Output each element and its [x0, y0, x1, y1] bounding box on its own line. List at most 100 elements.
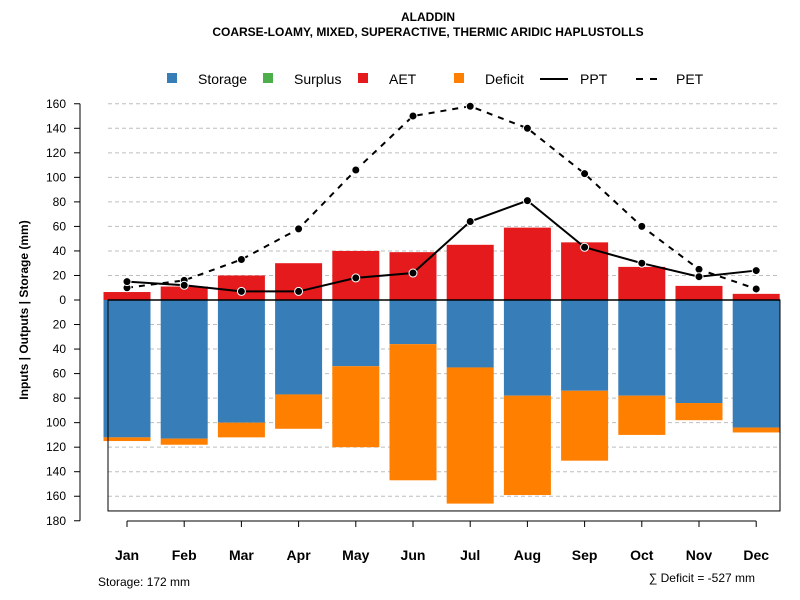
- x-tick-label: Mar: [229, 547, 254, 563]
- pet-point: [637, 221, 647, 231]
- storage-bar: [561, 300, 609, 391]
- deficit-bar: [217, 422, 265, 438]
- ppt-point: [465, 217, 475, 227]
- x-tick-label: Oct: [630, 547, 654, 563]
- ppt-line: [126, 199, 757, 293]
- x-tick-label: Apr: [287, 547, 312, 563]
- aet-bar: [446, 244, 494, 300]
- y-tick-label: 140: [46, 121, 66, 135]
- aet-bar: [503, 227, 551, 300]
- y-tick-label: 20: [53, 268, 67, 282]
- x-tick-label: May: [342, 547, 369, 563]
- legend-label-aet: AET: [389, 71, 417, 87]
- storage-bar: [332, 300, 380, 367]
- deficit-bar: [675, 403, 723, 421]
- legend-swatch-surplus: [263, 73, 273, 83]
- x-tick-label: Feb: [172, 547, 197, 563]
- deficit-bar: [160, 438, 208, 445]
- storage-bar: [275, 300, 323, 395]
- y-tick-label: 140: [46, 465, 66, 479]
- aet-bar: [618, 266, 666, 300]
- ppt-point: [637, 258, 647, 268]
- storage-bar: [618, 300, 666, 396]
- deficit-bar: [732, 427, 780, 433]
- storage-bar: [160, 300, 208, 439]
- ppt-point: [294, 286, 304, 296]
- storage-bar: [217, 300, 265, 423]
- y-tick-label: 40: [53, 342, 67, 356]
- x-tick-label: Nov: [686, 547, 713, 563]
- ppt-point: [751, 266, 761, 276]
- x-tick-label: Jun: [401, 547, 426, 563]
- chart-subtitle: COARSE-LOAMY, MIXED, SUPERACTIVE, THERMI…: [212, 25, 643, 39]
- aet-bar: [675, 285, 723, 300]
- pet-point: [236, 255, 246, 265]
- y-tick-label: 60: [53, 219, 67, 233]
- deficit-bar: [103, 437, 151, 442]
- y-tick-label: 0: [59, 293, 66, 307]
- chart-title: ALADDIN: [401, 10, 455, 24]
- ppt-point: [122, 277, 132, 287]
- x-tick-label: Jul: [460, 547, 480, 563]
- pet-point: [465, 101, 475, 111]
- pet-point: [694, 264, 704, 274]
- pet-point: [751, 284, 761, 294]
- pet-point: [522, 123, 532, 133]
- y-tick-label: 80: [53, 195, 67, 209]
- y-tick-label: 40: [53, 244, 67, 258]
- ppt-point: [236, 286, 246, 296]
- y-tick-label: 100: [46, 170, 66, 184]
- y-tick-label: 20: [53, 318, 67, 332]
- storage-capacity-frame: [107, 299, 781, 512]
- storage-label: Storage: 172 mm: [98, 575, 190, 589]
- storage-bar: [675, 300, 723, 404]
- legend-swatch-storage: [167, 73, 177, 83]
- ppt-point: [408, 268, 418, 278]
- pet-point: [408, 111, 418, 121]
- deficit-sum-label: ∑ Deficit = -527 mm: [649, 571, 755, 585]
- x-tick-label: Sep: [572, 547, 598, 563]
- storage-bar: [389, 300, 437, 345]
- legend-label-surplus: Surplus: [294, 71, 341, 87]
- aet-bar: [160, 286, 208, 300]
- ppt-point: [351, 273, 361, 283]
- storage-bar: [503, 300, 551, 396]
- aet-bar: [732, 293, 780, 300]
- storage-bar: [103, 300, 151, 438]
- legend-label-storage: Storage: [198, 71, 247, 87]
- ppt-point: [179, 280, 189, 290]
- legend-label-deficit: Deficit: [485, 71, 524, 87]
- y-tick-label: 120: [46, 440, 66, 454]
- storage-bar: [446, 300, 494, 368]
- pet-point: [351, 165, 361, 175]
- legend-label-ppt: PPT: [580, 71, 608, 87]
- pet-line: [126, 105, 757, 290]
- pet-point: [294, 224, 304, 234]
- deficit-bar: [561, 390, 609, 461]
- deficit-bar: [332, 366, 380, 448]
- x-tick-label: Jan: [115, 547, 139, 563]
- y-tick-label: 160: [46, 489, 66, 503]
- storage-bar: [732, 300, 780, 428]
- x-tick-label: Dec: [743, 547, 769, 563]
- deficit-bar: [503, 395, 551, 496]
- deficit-bar: [446, 367, 494, 504]
- deficit-bar: [618, 395, 666, 435]
- pet-point: [580, 169, 590, 179]
- ppt-point: [580, 242, 590, 252]
- deficit-bar: [275, 394, 323, 429]
- deficit-bar: [389, 344, 437, 481]
- y-tick-label: 60: [53, 367, 67, 381]
- legend-swatch-aet: [358, 73, 368, 83]
- y-tick-label: 80: [53, 391, 67, 405]
- x-tick-label: Aug: [514, 547, 541, 563]
- y-axis-label: Inputs | Outputs | Storage (mm): [17, 220, 31, 399]
- legend-label-pet: PET: [676, 71, 704, 87]
- aet-bar: [103, 292, 151, 300]
- y-tick-label: 100: [46, 416, 66, 430]
- y-tick-label: 180: [46, 514, 66, 528]
- legend-swatch-deficit: [454, 73, 464, 83]
- y-tick-label: 120: [46, 146, 66, 160]
